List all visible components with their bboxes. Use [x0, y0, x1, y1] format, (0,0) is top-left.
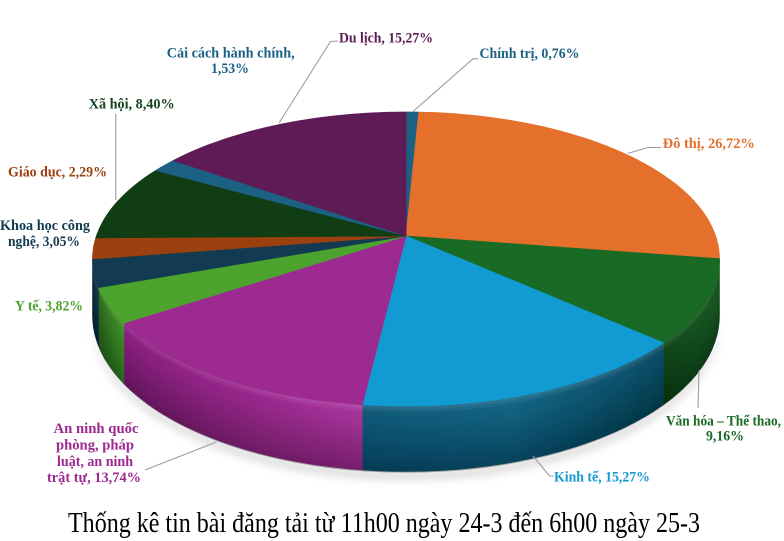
svg-text:1,53%: 1,53%	[211, 61, 249, 77]
svg-text:Du lịch, 15,27%: Du lịch, 15,27%	[339, 30, 433, 46]
svg-text:Kinh tế, 15,27%: Kinh tế, 15,27%	[554, 469, 650, 485]
svg-text:phòng, pháp: phòng, pháp	[56, 437, 134, 453]
svg-text:Giáo dục, 2,29%: Giáo dục, 2,29%	[8, 164, 107, 180]
svg-text:nghệ, 3,05%: nghệ, 3,05%	[8, 234, 80, 250]
svg-text:9,16%: 9,16%	[706, 428, 744, 444]
svg-text:Cải cách hành chính,: Cải cách hành chính,	[167, 45, 295, 61]
svg-text:trật tự, 13,74%: trật tự, 13,74%	[47, 470, 141, 486]
svg-text:Văn hóa – Thể thao,: Văn hóa – Thể thao,	[666, 414, 781, 430]
svg-text:Khoa học công: Khoa học công	[0, 218, 90, 234]
svg-text:An ninh quốc: An ninh quốc	[54, 421, 139, 437]
svg-text:Xã hội, 8,40%: Xã hội, 8,40%	[89, 97, 175, 113]
svg-text:Thống kê tin bài đăng tải từ 1: Thống kê tin bài đăng tải từ 11h00 ngày …	[68, 508, 700, 539]
svg-text:Đô thị, 26,72%: Đô thị, 26,72%	[663, 136, 755, 152]
svg-text:Chính trị, 0,76%: Chính trị, 0,76%	[480, 46, 580, 62]
svg-text:luật, an ninh: luật, an ninh	[57, 454, 134, 470]
svg-text:Y tế, 3,82%: Y tế, 3,82%	[15, 299, 83, 315]
